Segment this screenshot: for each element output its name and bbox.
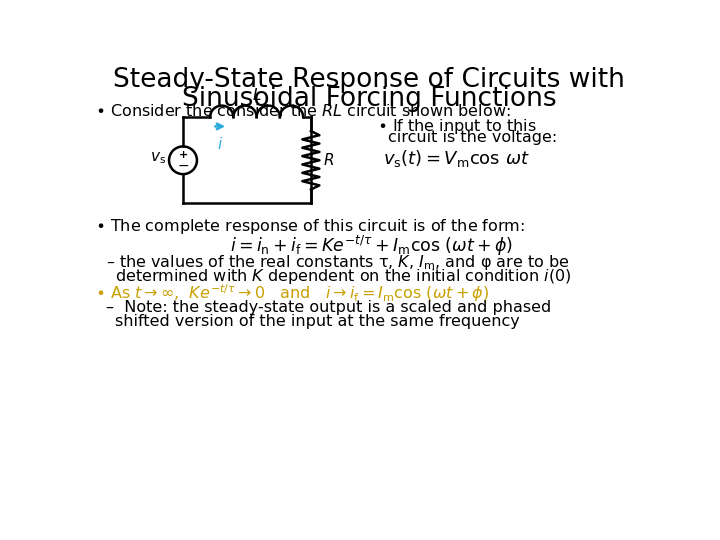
Text: $\bullet$ The complete response of this circuit is of the form:: $\bullet$ The complete response of this … [94, 217, 524, 237]
Text: $v_{\mathsf{s}}$: $v_{\mathsf{s}}$ [150, 150, 166, 166]
Text: +: + [179, 150, 188, 160]
Text: Steady-State Response of Circuits with: Steady-State Response of Circuits with [113, 67, 625, 93]
Text: determined with $K$ dependent on the initial condition $i$(0): determined with $K$ dependent on the ini… [114, 267, 571, 286]
Text: –  Note: the steady-state output is a scaled and phased: – Note: the steady-state output is a sca… [106, 300, 551, 315]
Text: $i = i_{\mathrm{n}} + i_{\mathrm{f}} = Ke^{-t/\tau} + I_{\mathrm{m}}\cos\,(\omeg: $i = i_{\mathrm{n}} + i_{\mathrm{f}} = K… [230, 233, 513, 258]
Text: $\mathit{i}$: $\mathit{i}$ [217, 136, 223, 152]
Text: $L$: $L$ [252, 86, 261, 103]
Text: $v_{\mathsf{s}}(t) = V_{\mathsf{m}}\cos\,\omega t$: $v_{\mathsf{s}}(t) = V_{\mathsf{m}}\cos\… [383, 148, 530, 169]
Text: Sinusoidal Forcing Functions: Sinusoidal Forcing Functions [181, 85, 557, 112]
Text: $\bullet$ Consider the consider the $\mathit{RL}$ circuit shown below:: $\bullet$ Consider the consider the $\ma… [94, 103, 510, 119]
Text: shifted version of the input at the same frequency: shifted version of the input at the same… [114, 314, 520, 329]
Text: – the values of the real constants τ, $K$, $I_{\mathrm{m}}$, and φ are to be: – the values of the real constants τ, $K… [106, 253, 569, 272]
Text: $\bullet$ If the input to this: $\bullet$ If the input to this [377, 117, 536, 136]
Text: −: − [177, 159, 189, 173]
Text: $\bullet$ As $t \to \infty$,  $Ke^{-t/\tau} \to 0$   and   $i \to i_{\mathrm{f}}: $\bullet$ As $t \to \infty$, $Ke^{-t/\ta… [94, 283, 489, 305]
Text: circuit is the voltage:: circuit is the voltage: [387, 130, 557, 145]
Text: $R$: $R$ [323, 152, 334, 168]
